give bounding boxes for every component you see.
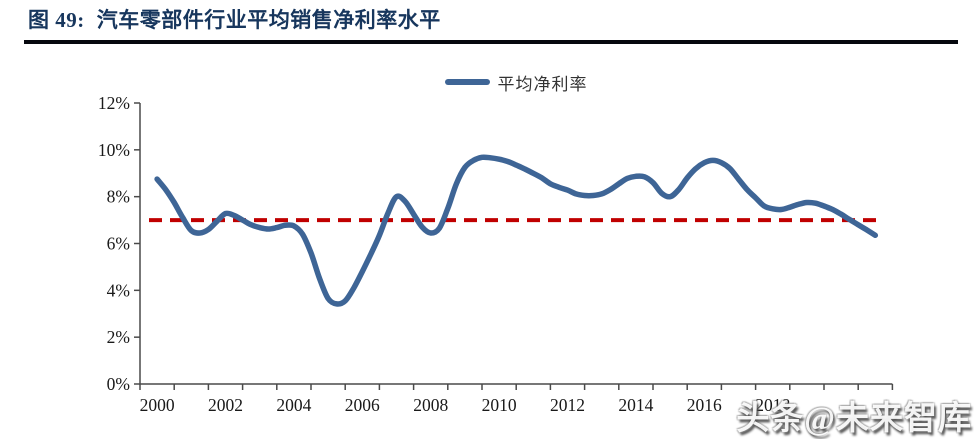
y-tick-label: 12% bbox=[98, 93, 130, 113]
y-tick-label: 0% bbox=[107, 374, 130, 394]
legend-line-marker bbox=[444, 79, 490, 85]
y-tick-label: 10% bbox=[98, 140, 130, 160]
x-tick-label: 2018 bbox=[755, 395, 790, 415]
figure-header: 图 49: 汽车零部件行业平均销售净利率水平 bbox=[28, 4, 441, 34]
title-rule bbox=[24, 40, 958, 44]
figure-label: 图 49: bbox=[28, 8, 85, 32]
x-tick-label: 2002 bbox=[208, 395, 243, 415]
x-tick-label: 2010 bbox=[482, 395, 517, 415]
page-title: 汽车零部件行业平均销售净利率水平 bbox=[96, 8, 441, 32]
watermark: 头条@未来智库 bbox=[736, 401, 972, 437]
series-line bbox=[154, 154, 879, 307]
x-tick-label: 2004 bbox=[276, 395, 311, 415]
x-tick-label: 2014 bbox=[618, 395, 653, 415]
x-tick-label: 2016 bbox=[687, 395, 722, 415]
y-tick-label: 8% bbox=[107, 187, 130, 207]
axis-lines bbox=[139, 103, 893, 385]
y-tick-label: 6% bbox=[107, 234, 130, 254]
x-tick-label: 2006 bbox=[345, 395, 380, 415]
x-tick-label: 2008 bbox=[413, 395, 448, 415]
legend-label: 平均净利率 bbox=[497, 74, 588, 94]
y-tick-label: 2% bbox=[107, 327, 130, 347]
x-tick-label: 2012 bbox=[550, 395, 585, 415]
chart-legend: 平均净利率 bbox=[140, 70, 892, 94]
y-tick-label: 4% bbox=[107, 280, 130, 300]
x-tick-label: 2000 bbox=[140, 395, 175, 415]
